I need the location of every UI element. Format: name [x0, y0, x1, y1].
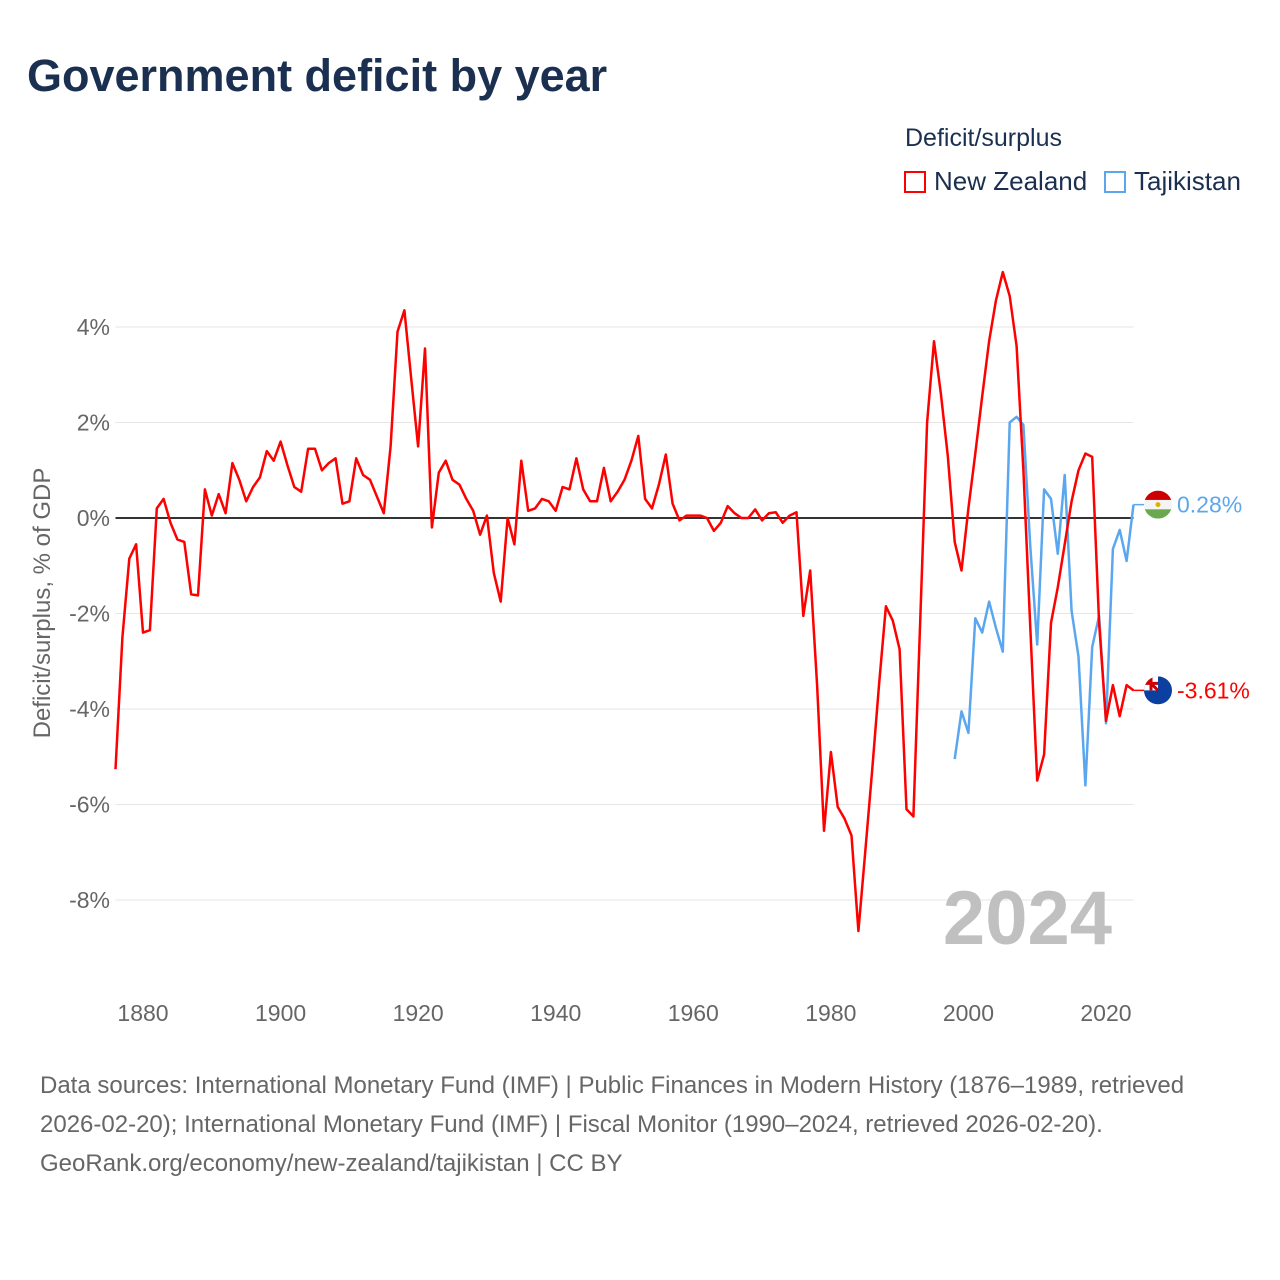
y-tick-label: 0%	[77, 505, 110, 531]
x-tick-label: 2000	[943, 1000, 994, 1026]
x-tick-label: 1980	[805, 1000, 856, 1026]
x-tick-label: 1920	[393, 1000, 444, 1026]
x-tick-label: 1900	[255, 1000, 306, 1026]
series-line-tajikistan	[953, 415, 1135, 787]
legend-item-new-zealand[interactable]: New Zealand	[904, 166, 1087, 197]
crown-icon	[1155, 502, 1161, 508]
y-axis-label: Deficit/surplus, % of GDP	[29, 468, 56, 739]
flag-body	[1144, 490, 1172, 519]
new-zealand-flag-icon	[1144, 676, 1172, 705]
end-value-label-tajikistan: 0.28%	[1177, 492, 1242, 518]
flag-body	[1144, 676, 1172, 705]
x-tick-label: 1960	[668, 1000, 719, 1026]
legend-swatch-tajikistan	[1104, 170, 1126, 193]
legend-swatch-new-zealand	[904, 170, 926, 193]
legend-item-tajikistan[interactable]: Tajikistan	[1104, 166, 1241, 197]
legend-label: Tajikistan	[1134, 166, 1241, 196]
y-tick-label: -2%	[69, 601, 110, 627]
line-chart: 4% 2% 0% -2% -4% -6% -8% 1880 1900 1920 1940 1960 19…	[29, 270, 1250, 1026]
x-tick-label: 2020	[1080, 1000, 1131, 1026]
y-tick-label: 4%	[77, 314, 110, 340]
tajikistan-flag-icon	[1144, 490, 1172, 519]
x-tick-label: 1940	[530, 1000, 581, 1026]
chart-title: Government deficit by year	[27, 50, 608, 101]
credit-link[interactable]: GeoRank.org/economy/new-zealand/tajikist…	[40, 1150, 623, 1177]
data-sources: Data sources: International Monetary Fun…	[40, 1072, 1185, 1138]
legend-title: Deficit/surplus	[905, 124, 1062, 152]
end-value-label-new-zealand: -3.61%	[1177, 677, 1250, 703]
flag-stripe	[1144, 490, 1172, 500]
footer: Data sources: International Monetary Fun…	[40, 1066, 1240, 1183]
y-tick-label: 2%	[77, 410, 110, 436]
y-tick-label: -4%	[69, 696, 110, 722]
series-line-new-zealand	[114, 270, 1135, 933]
flag-stripe	[1144, 509, 1172, 519]
y-tick-label: -8%	[69, 887, 110, 913]
x-tick-label: 1880	[117, 1000, 168, 1026]
legend-label: New Zealand	[934, 166, 1088, 196]
y-tick-label: -6%	[69, 792, 110, 818]
year-watermark: 2024	[943, 876, 1112, 961]
